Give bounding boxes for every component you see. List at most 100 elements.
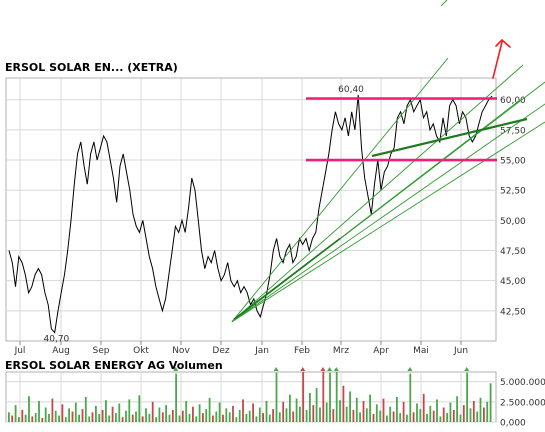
volume-bar: [171, 409, 174, 422]
volume-bar: [483, 407, 485, 422]
volume-bar: [282, 401, 285, 422]
x-tick-label: Feb: [294, 346, 310, 356]
volume-bar: [145, 408, 147, 422]
volume-bar: [155, 417, 157, 422]
volume-bar: [349, 391, 351, 422]
volume-bar: [28, 396, 30, 422]
volume-bar: [299, 406, 301, 422]
x-tick-label: Sep: [93, 346, 110, 356]
y-tick-label: 50,00: [500, 217, 526, 227]
volume-bar: [14, 405, 17, 422]
volume-bar: [88, 416, 91, 422]
volume-bar: [158, 407, 161, 422]
volume-bar: [202, 413, 204, 422]
y-tick-label: 47,50: [500, 247, 526, 257]
volume-bar: [225, 408, 228, 422]
volume-bar: [452, 409, 455, 422]
volume-bar: [268, 414, 271, 422]
volume-chart-title: ERSOL SOLAR ENERGY AG Volumen: [5, 359, 223, 372]
volume-bar: [192, 406, 194, 422]
volume-bar: [64, 417, 67, 422]
volume-bar: [105, 400, 107, 422]
volume-bar: [309, 393, 311, 422]
volume-bar: [392, 411, 395, 422]
volume-bar: [68, 408, 70, 422]
volume-bar: [185, 401, 188, 422]
volume-bar: [486, 401, 489, 422]
volume-bar: [78, 414, 80, 422]
volume-bar: [355, 397, 358, 422]
volume-bar: [456, 396, 458, 422]
volume-bar: [329, 372, 331, 422]
volume-overflow-icon: [407, 367, 413, 371]
volume-bar: [238, 409, 241, 422]
volume-bar: [41, 418, 44, 422]
volume-bar: [91, 412, 94, 422]
volume-bar: [419, 409, 422, 422]
volume-bar: [305, 409, 308, 422]
volume-bar: [382, 398, 385, 422]
volume-bar: [61, 404, 64, 422]
volume-overflow-icon: [320, 367, 326, 371]
volume-bar: [386, 415, 388, 422]
volume-bar: [151, 401, 154, 422]
volume-bar: [232, 405, 234, 422]
volume-bar: [118, 403, 121, 422]
y-tick-label: 42,50: [500, 307, 526, 317]
volume-bar: [295, 398, 298, 422]
volume-bar: [432, 410, 435, 422]
volume-bar: [322, 372, 325, 422]
volume-bar: [108, 415, 111, 422]
x-tick-label: Mai: [413, 346, 429, 356]
volume-bar: [245, 413, 248, 422]
volume-bar: [98, 413, 101, 422]
volume-bar: [121, 417, 124, 422]
x-tick-label: Jan: [254, 346, 269, 356]
volume-bar: [208, 397, 211, 422]
x-tick-label: Jun: [453, 346, 468, 356]
volume-overflow-icon: [464, 367, 470, 371]
y-tick-label: 0,000: [500, 419, 526, 429]
volume-bar: [135, 411, 137, 422]
volume-bar: [195, 416, 198, 422]
y-tick-label: 57,50: [500, 126, 526, 136]
volume-bar: [48, 413, 50, 422]
volume-bar: [161, 412, 164, 422]
volume-bar: [205, 409, 208, 422]
volume-bar: [472, 401, 475, 422]
support-line: [371, 117, 528, 158]
volume-bar: [212, 415, 214, 422]
volume-bar: [325, 402, 328, 422]
volume-overflow-icon: [300, 367, 306, 371]
volume-bar: [168, 414, 171, 422]
volume-overflow-icon: [273, 367, 279, 371]
volume-panel: 5.000.000 2.500.000 0,000: [5, 367, 545, 429]
volume-bar: [289, 394, 291, 422]
volume-bar: [51, 398, 54, 422]
decorations: [440, 0, 511, 79]
volume-bar: [352, 409, 355, 422]
volume-bar: [8, 412, 10, 422]
volume-overflow-icon: [327, 367, 333, 371]
volume-bar: [215, 411, 218, 422]
volume-bar: [365, 408, 368, 422]
arrow-up-icon: [492, 38, 511, 79]
volume-bar: [302, 372, 305, 422]
y-tick-label: 2.500.000: [500, 398, 545, 408]
volume-bar: [292, 411, 295, 422]
volume-bar: [222, 414, 224, 422]
value-annotation: 60,40: [338, 85, 364, 95]
volume-bar: [188, 413, 191, 422]
volume-bar: [131, 414, 134, 422]
volume-bar: [439, 416, 442, 422]
volume-bar: [272, 409, 274, 422]
volume-bar: [101, 409, 104, 422]
volume-bar: [369, 394, 371, 422]
x-tick-label: Aug: [52, 346, 70, 356]
volume-bar: [476, 411, 479, 422]
volume-bar: [429, 405, 432, 422]
x-tick-label: Apr: [373, 346, 389, 356]
volume-bar: [115, 413, 117, 422]
volume-bar: [312, 405, 315, 422]
support-line: [233, 237, 341, 320]
